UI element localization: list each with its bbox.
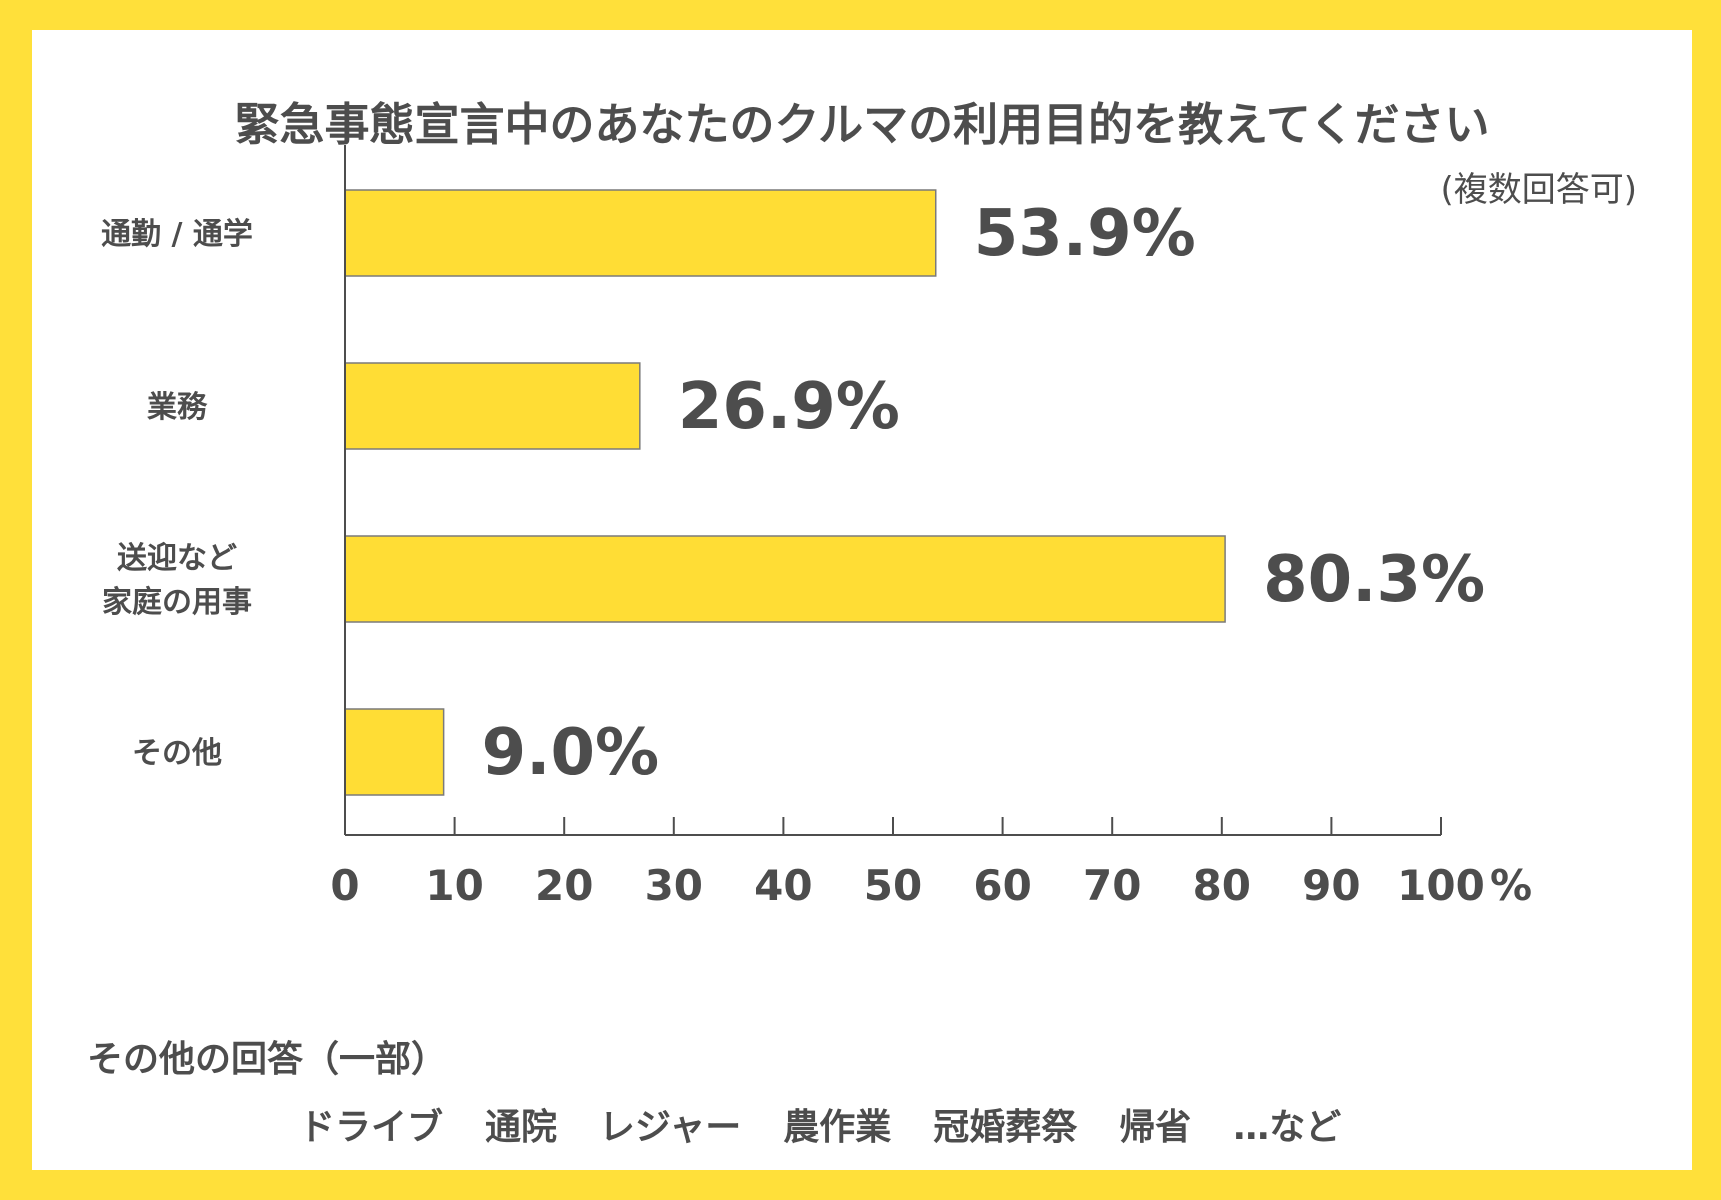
- x-unit-label: %: [1490, 861, 1532, 910]
- other-answer-item: 帰省: [1119, 1107, 1192, 1148]
- chart-title: 緊急事態宣言中のあなたのクルマの利用目的を教えてください: [234, 98, 1490, 151]
- x-tick-label-7: 70: [1083, 861, 1141, 910]
- x-tick-label-8: 80: [1193, 861, 1251, 910]
- x-tick-label-3: 30: [645, 861, 703, 910]
- x-tick-label-4: 40: [754, 861, 812, 910]
- category-label-1-0: 業務: [147, 390, 208, 425]
- bar-2: [344, 535, 1226, 623]
- value-label-2: 80.3%: [1263, 543, 1485, 617]
- x-tick-label-6: 60: [973, 861, 1031, 910]
- category-label-0-0: 通勤 / 通学: [101, 217, 253, 252]
- other-answer-item: 農作業: [783, 1107, 892, 1148]
- category-label-2-1: 家庭の用事: [102, 585, 252, 620]
- x-tick-label-9: 90: [1302, 861, 1360, 910]
- x-tick-label-0: 0: [330, 861, 359, 910]
- x-tick-label-5: 50: [864, 861, 922, 910]
- bar-3: [344, 708, 445, 796]
- value-label-1: 26.9%: [678, 370, 900, 444]
- other-answers-title: その他の回答（一部）: [87, 1039, 448, 1080]
- bar-1: [344, 362, 641, 450]
- value-label-3: 9.0%: [482, 716, 660, 790]
- chart-note: (複数回答可): [1440, 170, 1637, 210]
- category-label-2-0: 送迎など: [117, 541, 237, 576]
- other-answer-item: …など: [1233, 1107, 1342, 1148]
- category-label-3-0: その他: [132, 736, 222, 771]
- x-tick-label-10: 100: [1397, 861, 1485, 910]
- other-answer-item: 冠婚葬祭: [933, 1107, 1078, 1148]
- value-label-0: 53.9%: [974, 197, 1196, 271]
- other-answer-item: レジャー: [599, 1107, 742, 1148]
- other-answers-list: ドライブ 通院 レジャー 農作業 冠婚葬祭 帰省 …など: [299, 1098, 1341, 1150]
- other-answer-item: 通院: [485, 1107, 558, 1148]
- x-tick-label-1: 10: [425, 861, 483, 910]
- other-answer-item: ドライブ: [299, 1107, 444, 1148]
- bar-0: [344, 189, 937, 277]
- chart-card: 緊急事態宣言中のあなたのクルマの利用目的を教えてください (複数回答可) 53.…: [32, 30, 1692, 1170]
- x-tick-label-2: 20: [535, 861, 593, 910]
